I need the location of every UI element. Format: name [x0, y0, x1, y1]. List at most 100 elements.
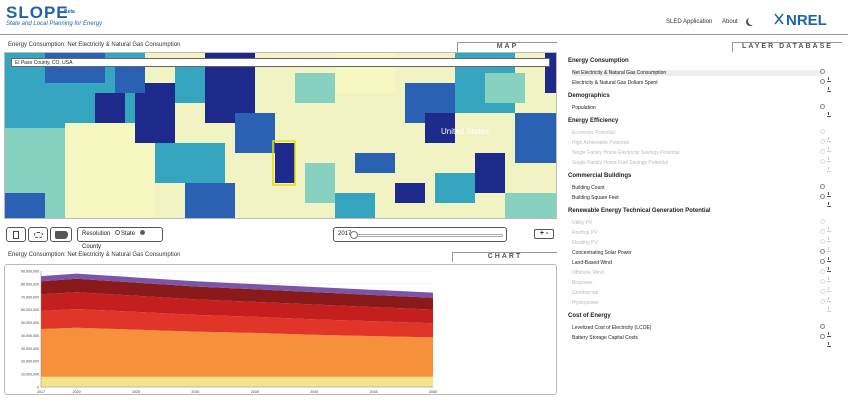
info-icon[interactable] [820, 249, 825, 254]
year-slider-handle[interactable] [350, 231, 358, 239]
layer-item[interactable]: Battery Storage Capital Costs [572, 335, 638, 341]
info-icon[interactable] [820, 194, 825, 199]
info-icon [820, 269, 825, 274]
area-chart: 90,000,000 80,000,000 70,000,000 60,000,000… [21, 270, 437, 395]
download-icon[interactable] [827, 202, 831, 207]
download-icon[interactable] [827, 267, 831, 272]
layer-actions [820, 104, 834, 117]
info-icon [820, 219, 825, 224]
layer-item[interactable]: Concentrating Solar Power [572, 250, 632, 256]
select-icon [13, 231, 19, 239]
download-icon [827, 307, 831, 312]
layer-item: Hydropower [572, 300, 599, 306]
download-icon [827, 157, 831, 162]
info-icon[interactable] [820, 104, 825, 109]
layer-actions [820, 159, 834, 172]
download-icon[interactable] [827, 87, 831, 92]
layer-item[interactable]: Net Electricity & Natural Gas Consumptio… [572, 70, 822, 76]
info-icon[interactable] [820, 79, 825, 84]
info-icon[interactable] [820, 324, 825, 329]
download-icon [827, 277, 831, 282]
y-tick-label: 50,000,000 [21, 321, 39, 325]
layer-item[interactable]: Building Square Feet [572, 195, 619, 201]
area-series-4 [41, 278, 433, 310]
x-tick-label: 2040 [310, 390, 318, 394]
x-tick-label: 2035 [251, 390, 259, 394]
zoom-control[interactable]: + - [534, 229, 554, 239]
chart-container: 90,000,000 80,000,000 70,000,000 60,000,000… [4, 264, 557, 395]
y-tick-label: 10,000,000 [21, 373, 39, 377]
lasso-tool-button[interactable] [28, 227, 48, 242]
layer-section-title: Energy Consumption [568, 58, 629, 64]
x-tick-label: 2017 [37, 390, 45, 394]
layer-item: High Achievable Potential [572, 140, 629, 146]
nav-about[interactable]: About [722, 19, 738, 25]
layer-section-title: Demographics [568, 93, 610, 99]
map-search-input[interactable]: El Paso County, CO, USA [11, 58, 550, 67]
layer-item[interactable]: Population [572, 105, 596, 111]
layer-actions [820, 324, 834, 337]
radio-state[interactable] [115, 230, 121, 236]
y-tick-label: 30,000,000 [21, 347, 39, 351]
tab-chart[interactable]: CHART [452, 252, 557, 262]
y-tick-label: 70,000,000 [21, 295, 39, 299]
download-icon [827, 287, 831, 292]
layer-actions [820, 184, 834, 197]
area-series-0 [41, 376, 433, 387]
area-series-1 [41, 327, 433, 377]
x-tick-label: 2030 [191, 390, 199, 394]
download-icon[interactable] [827, 342, 831, 347]
y-tick-label: 20,000,000 [21, 360, 39, 364]
info-icon [820, 149, 825, 154]
radio-state-label[interactable]: State [121, 231, 136, 237]
layer-actions [820, 279, 834, 292]
layer-section-title: Renewable Energy Technical Generation Po… [568, 208, 711, 214]
download-icon[interactable] [827, 112, 831, 117]
download-icon [827, 297, 831, 302]
download-icon [827, 227, 831, 232]
nrel-logo[interactable]: NREL [774, 10, 840, 28]
layer-item: Utility PV [572, 220, 593, 226]
tab-layer-database[interactable]: LAYER DATABASE [732, 42, 842, 52]
download-icon[interactable] [827, 332, 831, 337]
layer-actions [820, 149, 834, 162]
radio-county[interactable] [139, 230, 145, 236]
x-tick-label: 2020 [73, 390, 81, 394]
info-icon[interactable] [820, 334, 825, 339]
select-tool-button[interactable] [6, 227, 26, 242]
x-tick-label: 2025 [132, 390, 140, 394]
layer-item: Rooftop PV [572, 230, 598, 236]
layer-item: Offshore Wind [572, 270, 604, 276]
download-icon [827, 147, 831, 152]
radio-county-label[interactable]: County [82, 244, 102, 250]
layer-item: Geothermal [572, 290, 599, 296]
layer-item[interactable]: Building Count [572, 185, 605, 191]
usa-extent-button[interactable] [50, 227, 72, 242]
layer-actions [820, 194, 834, 207]
layer-item[interactable]: Levelized Cost of Electricity (LCOE) [572, 325, 652, 331]
app-title[interactable]: SLOPE [6, 3, 69, 22]
layer-section-title: Commercial Buildings [568, 173, 632, 179]
map-title: Energy Consumption: Net Electricity & Na… [8, 42, 181, 48]
dark-mode-icon[interactable] [748, 17, 756, 25]
area-series-3 [41, 292, 433, 324]
tab-map[interactable]: MAP [457, 42, 557, 52]
choropleth-map[interactable]: United States [4, 52, 557, 219]
layer-item[interactable]: Land-Based Wind [572, 260, 612, 266]
download-icon[interactable] [827, 257, 831, 262]
info-icon[interactable] [820, 184, 825, 189]
layer-item[interactable]: Electricity & Natural Gas Dollars Spent [572, 80, 658, 86]
layer-actions [820, 289, 834, 302]
map-canvas[interactable]: United States [5, 53, 557, 219]
info-icon[interactable] [820, 69, 825, 74]
info-icon[interactable] [820, 259, 825, 264]
info-icon [820, 229, 825, 234]
download-icon [827, 167, 831, 172]
nav-sled-application[interactable]: SLED Application [666, 19, 713, 25]
info-icon [820, 299, 825, 304]
layer-actions [820, 69, 834, 82]
year-slider[interactable] [355, 234, 503, 237]
download-icon[interactable] [827, 192, 831, 197]
beta-badge: Beta [64, 9, 75, 15]
download-icon[interactable] [827, 77, 831, 82]
